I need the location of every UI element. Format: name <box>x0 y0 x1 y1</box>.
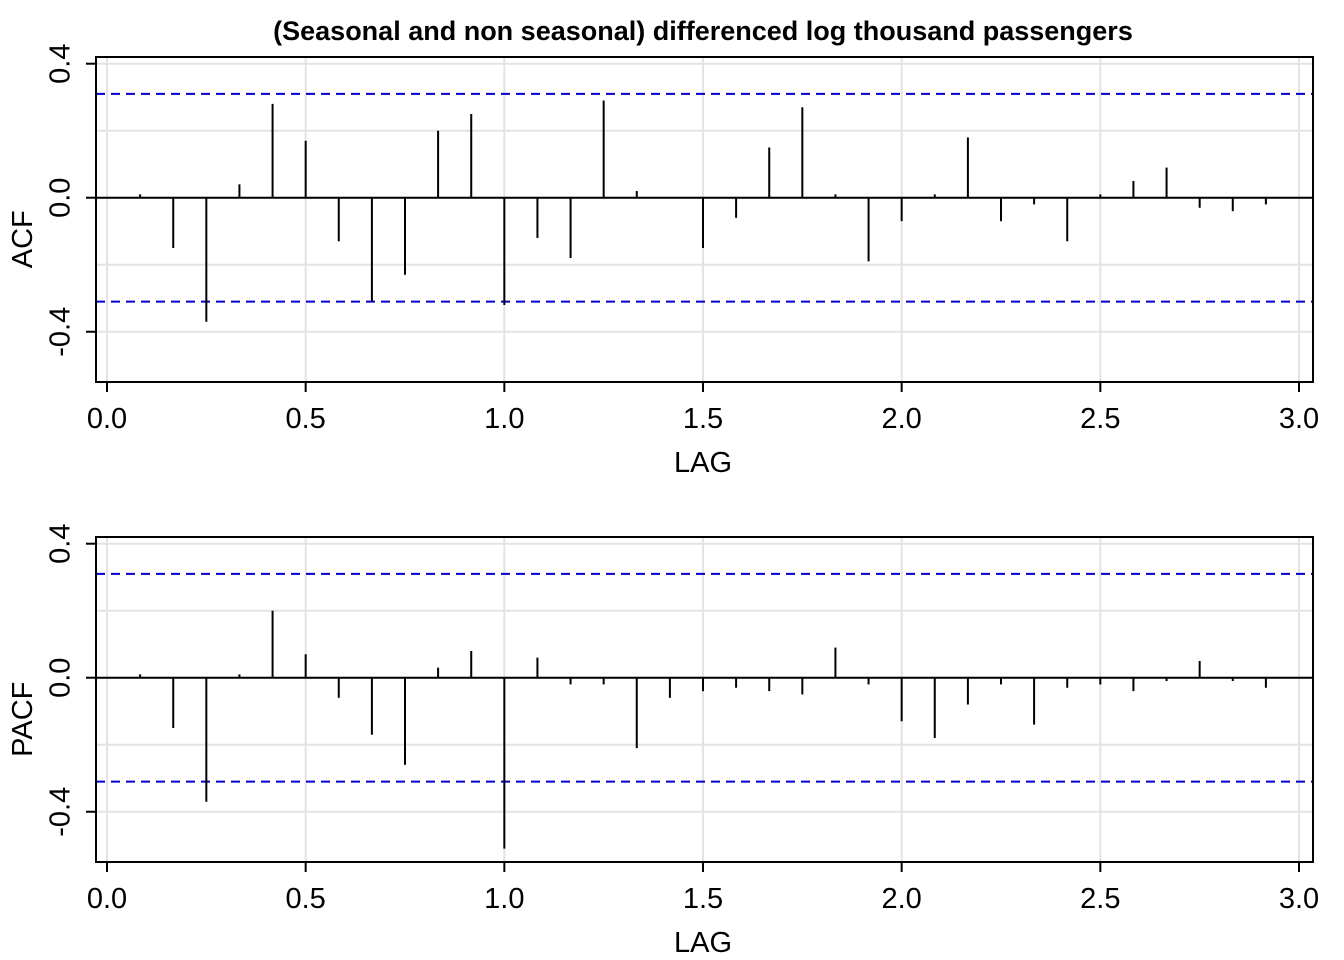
x-tick-label: 2.5 <box>1080 403 1120 435</box>
y-tick-label: 0.4 <box>45 44 77 84</box>
y-tick-label: 0.0 <box>45 658 77 698</box>
x-tick-label: 0.0 <box>87 403 127 435</box>
y-tick-label: -0.4 <box>45 307 77 357</box>
x-axis-label: LAG <box>674 447 732 479</box>
x-tick-label: 3.0 <box>1279 883 1319 915</box>
y-tick-label: 0.0 <box>45 178 77 218</box>
x-tick-label: 1.5 <box>683 403 723 435</box>
x-tick-label: 0.5 <box>286 883 326 915</box>
y-tick-label: -0.4 <box>45 787 77 837</box>
x-tick-label: 2.5 <box>1080 883 1120 915</box>
x-axis-label: LAG <box>674 927 732 959</box>
y-axis-label: ACF <box>7 210 39 268</box>
x-tick-label: 3.0 <box>1279 403 1319 435</box>
x-tick-label: 1.5 <box>683 883 723 915</box>
x-tick-label: 0.5 <box>286 403 326 435</box>
pacf-panel: 0.0 0.5 1.0 1.5 2.0 2.5 3.0 LAG -0.4 0.0 0.4 PACF <box>7 524 1319 959</box>
x-tick-label: 0.0 <box>87 883 127 915</box>
x-tick-label: 2.0 <box>882 883 922 915</box>
acf-panel: 0.0 0.5 1.0 1.5 2.0 2.5 3.0 LAG -0.4 0.0 0.4 ACF <box>7 44 1319 479</box>
chart-title: (Seasonal and non seasonal) differenced … <box>273 16 1133 46</box>
plot-frame <box>95 536 1314 863</box>
x-tick-label: 1.0 <box>484 883 524 915</box>
y-tick-label: 0.4 <box>45 524 77 564</box>
x-tick-label: 2.0 <box>882 403 922 435</box>
y-axis-label: PACF <box>7 682 39 757</box>
plot-frame <box>95 56 1314 383</box>
x-tick-label: 1.0 <box>484 403 524 435</box>
